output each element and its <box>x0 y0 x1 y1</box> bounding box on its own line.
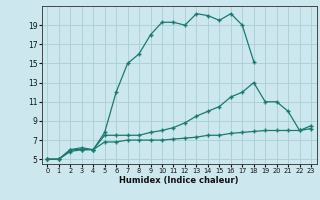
X-axis label: Humidex (Indice chaleur): Humidex (Indice chaleur) <box>119 176 239 185</box>
